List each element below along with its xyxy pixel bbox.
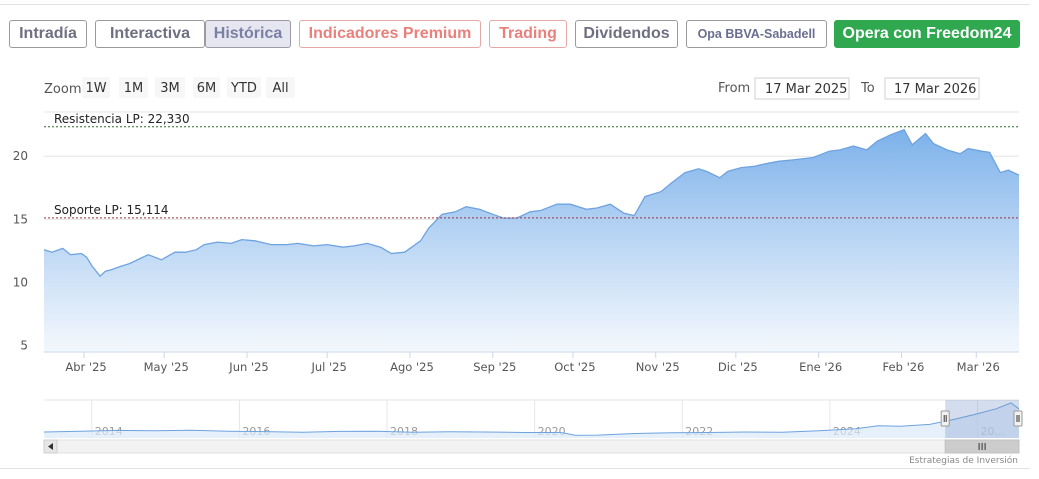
- navigator-selection-mask[interactable]: [945, 400, 1019, 438]
- x-tick-label: Nov '25: [636, 360, 680, 374]
- zoom-button-3m[interactable]: 3M: [155, 77, 185, 98]
- y-tick-label: 5: [20, 339, 28, 353]
- tab-interactiva[interactable]: Interactiva: [95, 20, 205, 48]
- from-date-input[interactable]: [754, 77, 850, 100]
- tab-indicadores-premium[interactable]: Indicadores Premium: [299, 20, 481, 48]
- zoom-button-1w[interactable]: 1W: [82, 77, 110, 98]
- support-label: Soporte LP: 15,114: [54, 203, 169, 217]
- top-divider: [0, 4, 1030, 5]
- x-tick-label: Feb '26: [883, 360, 925, 374]
- x-tick-label: May '25: [144, 360, 189, 374]
- zoom-button-all[interactable]: All: [266, 77, 295, 98]
- zoom-button-label: All: [272, 81, 288, 96]
- credits[interactable]: Estrategias de Inversión: [909, 455, 1018, 466]
- range-selector: Zoom 1W 1M 3M 6M YTD All From 17 Mar 2025 To …: [44, 77, 980, 100]
- x-tick-label: Ago '25: [390, 360, 434, 374]
- x-tick-label: Jul '25: [310, 360, 346, 374]
- tab-opera-con-freedom24[interactable]: Opera con Freedom24: [834, 20, 1020, 48]
- x-tick-label: Mar '26: [957, 360, 1000, 374]
- price-line: [43, 128, 1020, 278]
- x-tick-label: Sep '25: [473, 360, 516, 374]
- x-tick-label: Abr '25: [65, 360, 106, 374]
- plot-area: 5 10 15 20 Abr '25 May '25 Jun '25 Jul '25 Ago '…: [13, 111, 1020, 374]
- x-tick-label: Jun '25: [228, 360, 268, 374]
- zoom-label: Zoom: [44, 82, 81, 97]
- navigator-left-handle[interactable]: [940, 410, 950, 427]
- zoom-button-label: YTD: [230, 81, 257, 96]
- scrollbar-track[interactable]: [43, 439, 1020, 454]
- tab-histórica[interactable]: Histórica: [205, 20, 291, 48]
- from-date-value: 17 Mar 2025: [765, 82, 847, 97]
- navigator-scrollbar[interactable]: [43, 439, 1020, 454]
- zoom-button-6m[interactable]: 6M: [193, 77, 220, 98]
- to-date-value: 17 Mar 2026: [894, 82, 976, 97]
- x-tick-label: Dic '25: [718, 360, 758, 374]
- tab-intradía[interactable]: Intradía: [9, 20, 87, 48]
- y-tick-label: 20: [13, 149, 28, 163]
- y-tick-label: 15: [13, 212, 28, 226]
- zoom-button-label: 6M: [197, 81, 217, 96]
- tab-trading[interactable]: Trading: [489, 20, 567, 48]
- zoom-button-label: 3M: [160, 81, 180, 96]
- y-tick-label: 10: [13, 276, 28, 290]
- from-label: From: [718, 81, 750, 96]
- scrollbar-thumb[interactable]: [944, 439, 1020, 454]
- resistance-label: Resistencia LP: 22,330: [54, 112, 190, 126]
- zoom-button-1m[interactable]: 1M: [119, 77, 148, 98]
- navigator-right-handle[interactable]: [1013, 410, 1023, 427]
- scrollbar-left-arrow[interactable]: [43, 439, 58, 454]
- zoom-button-ytd[interactable]: YTD: [227, 77, 261, 98]
- to-label: To: [860, 81, 875, 96]
- tab-dividendos[interactable]: Dividendos: [575, 20, 678, 48]
- navigator[interactable]: 20142016201820202022202420...: [43, 399, 1023, 454]
- x-tick-label: Ene '26: [799, 360, 842, 374]
- price-area: [44, 129, 1019, 352]
- navigator-line: [43, 402, 1020, 436]
- tab-opa-bbva-sabadell[interactable]: Opa BBVA-Sabadell: [686, 20, 827, 48]
- zoom-button-label: 1W: [85, 81, 106, 96]
- bottom-divider: [0, 468, 1030, 469]
- to-date-input[interactable]: [884, 77, 980, 100]
- zoom-button-label: 1M: [124, 81, 144, 96]
- x-tick-label: Oct '25: [554, 360, 595, 374]
- navigator-area: [44, 402, 1019, 438]
